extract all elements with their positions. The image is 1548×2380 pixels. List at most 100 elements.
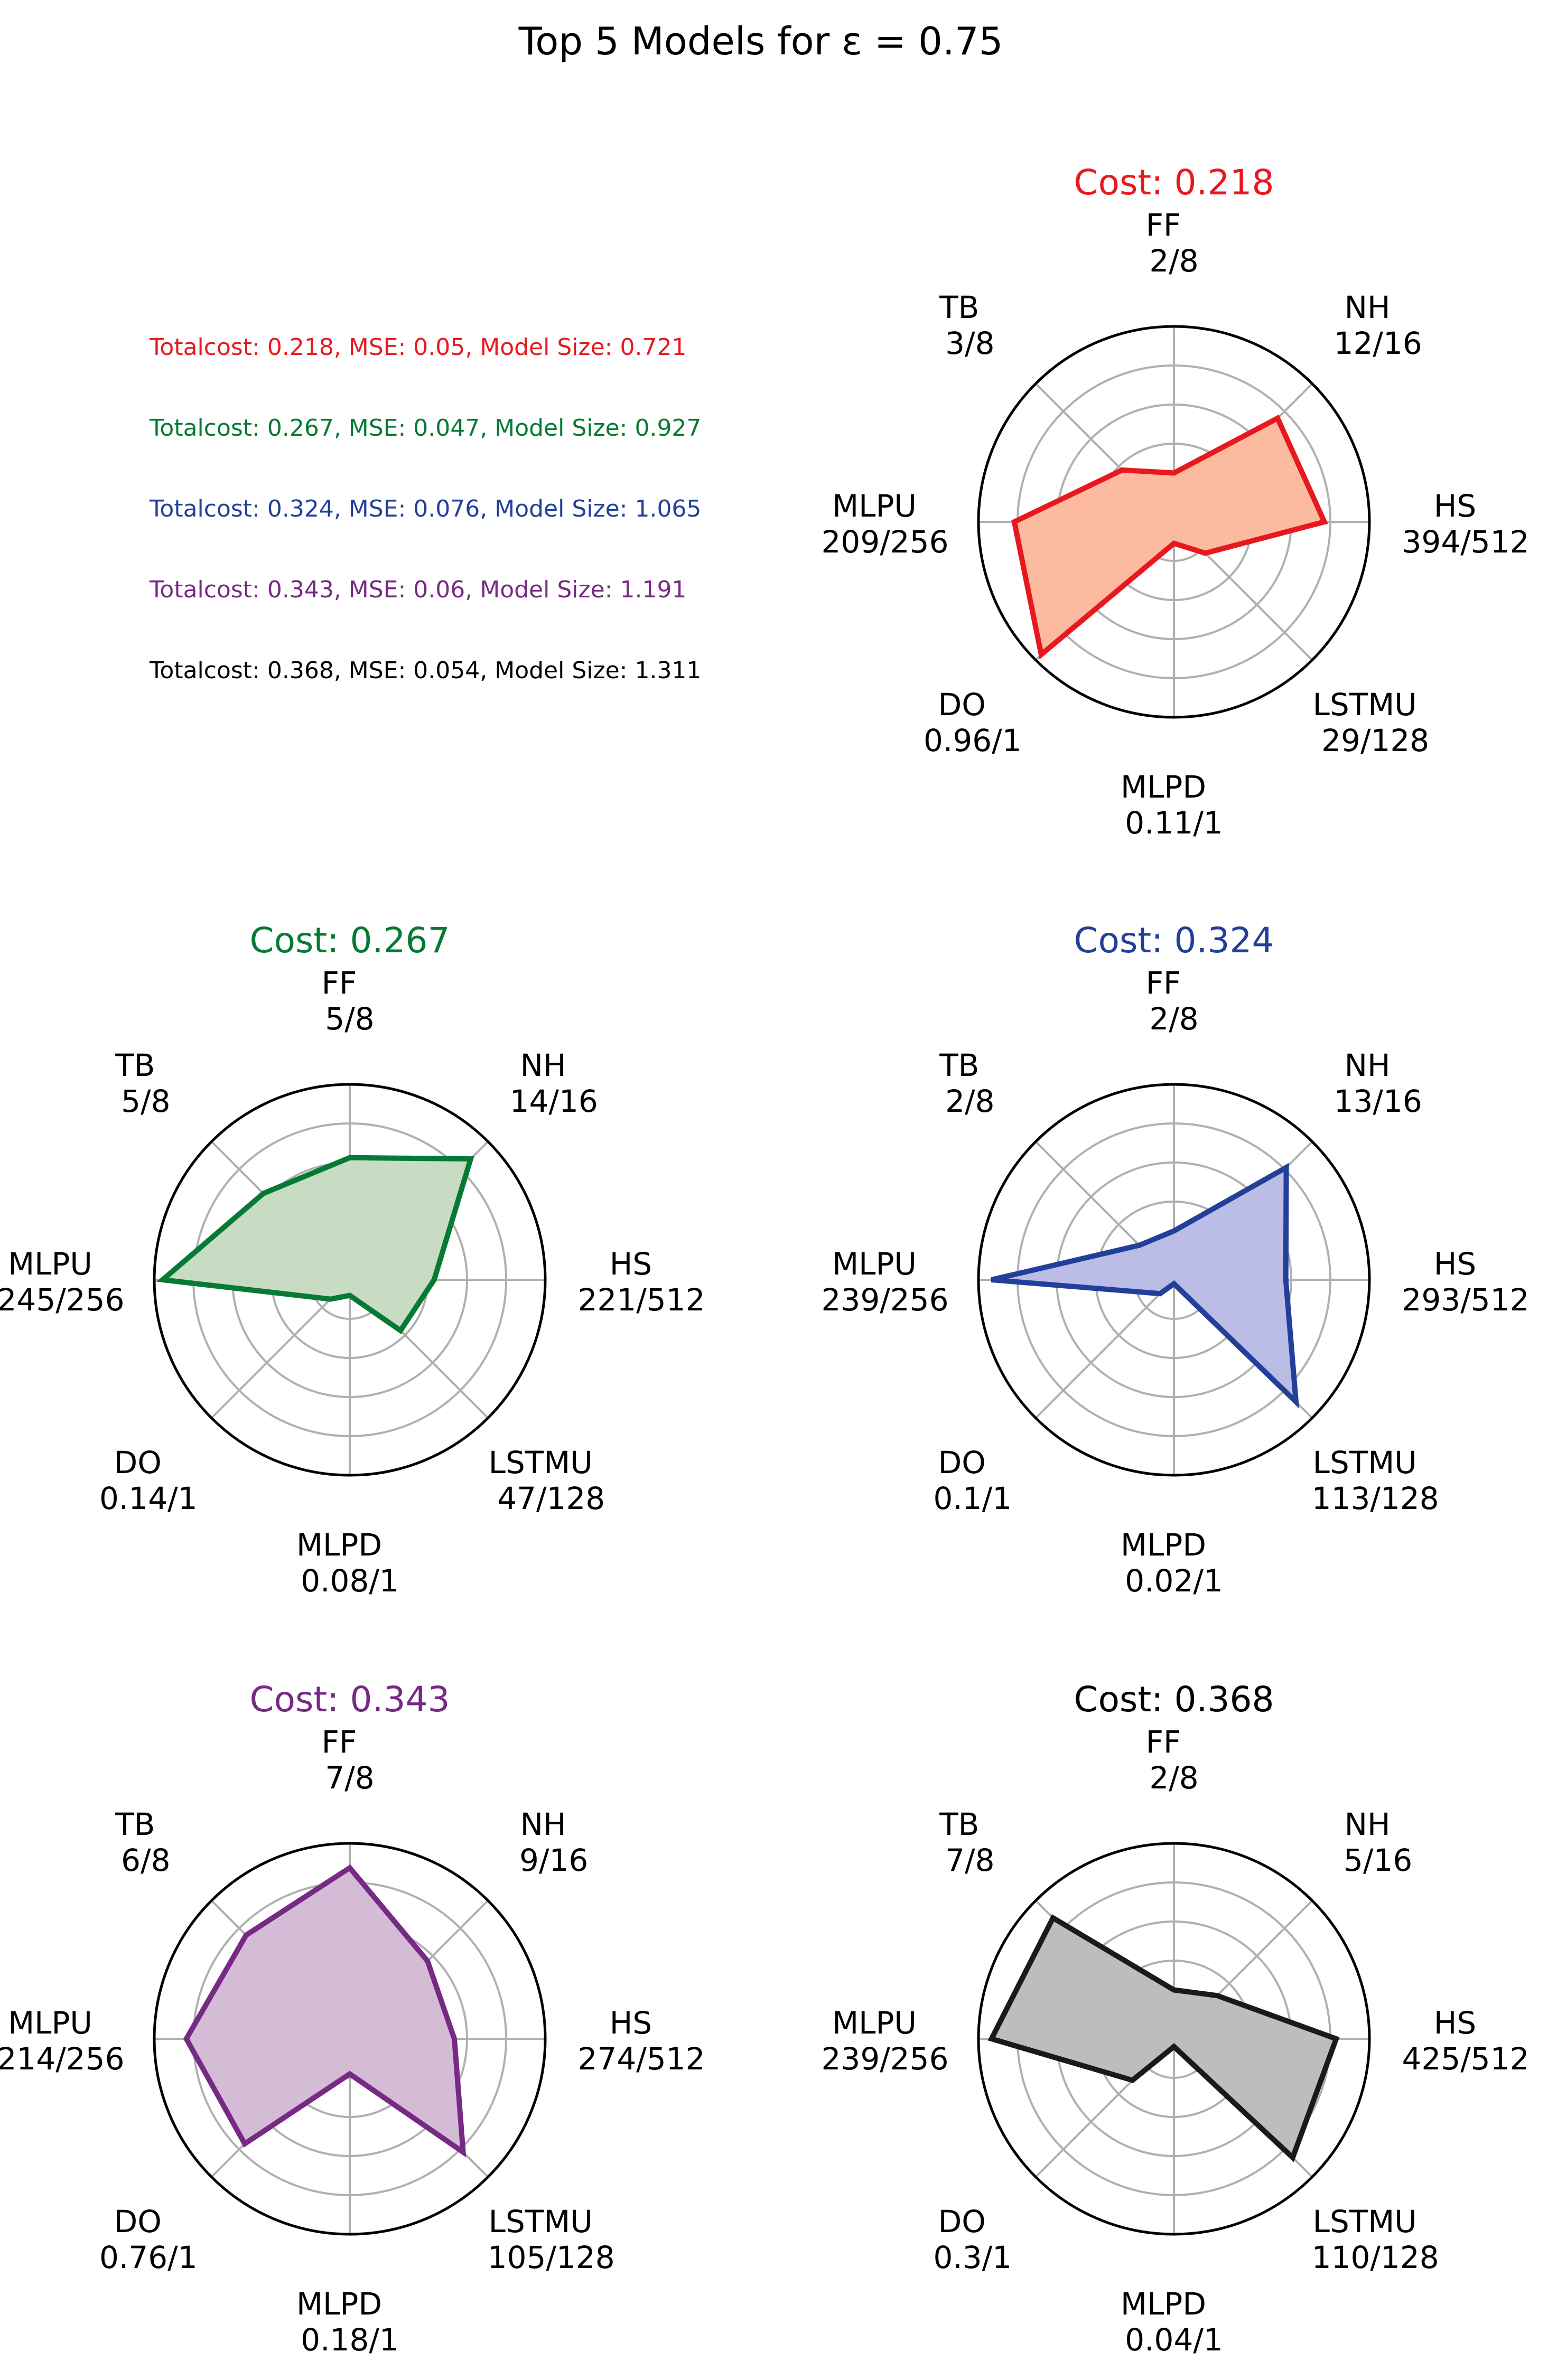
axis-name-label: TB xyxy=(939,1047,979,1083)
axis-value-label: 0.76/1 xyxy=(99,2240,198,2275)
axis-value-label: 0.14/1 xyxy=(99,1481,198,1516)
axis-value-label: 245/256 xyxy=(0,1282,124,1318)
axis-value-label: 239/256 xyxy=(822,1282,949,1318)
axis-name-label: NH xyxy=(1345,1806,1391,1842)
axis-value-label: 5/8 xyxy=(121,1083,170,1119)
axis-value-label: 12/16 xyxy=(1334,325,1422,361)
legend-entry: Totalcost: 0.218, MSE: 0.05, Model Size:… xyxy=(149,334,686,361)
axis-value-label: 13/16 xyxy=(1334,1083,1422,1119)
data-series-polygon xyxy=(1011,414,1328,660)
outer-frame xyxy=(977,1842,1371,2236)
axis-value-label: 239/256 xyxy=(822,2041,949,2077)
axis-value-label: 29/128 xyxy=(1321,723,1429,758)
axis-value-label: 293/512 xyxy=(1402,1282,1530,1318)
axis-value-label: 214/256 xyxy=(0,2041,124,2077)
axis-name-label: FF xyxy=(1146,1724,1181,1760)
figure-title: Top 5 Models for ε = 0.75 xyxy=(518,19,1003,63)
axis-value-label: 110/128 xyxy=(1312,2240,1439,2275)
axis-name-label: DO xyxy=(938,687,986,723)
axis-value-label: 5/16 xyxy=(1344,1842,1412,1878)
axis-name-label: HS xyxy=(610,2005,652,2041)
axis-name-label: DO xyxy=(114,1445,162,1481)
axis-name-label: FF xyxy=(1146,965,1181,1001)
axis-name-label: LSTMU xyxy=(1313,1445,1417,1481)
data-series-polygon xyxy=(183,1864,467,2158)
axis-name-label: DO xyxy=(938,1445,986,1481)
chart-title: Cost: 0.343 xyxy=(250,1679,450,1720)
legend: Totalcost: 0.218, MSE: 0.05, Model Size:… xyxy=(149,334,701,684)
axis-value-label: 7/8 xyxy=(945,1842,994,1878)
axis-value-label: 0.11/1 xyxy=(1125,805,1223,841)
axis-value-label: 425/512 xyxy=(1402,2041,1530,2077)
data-series-polygon xyxy=(991,1163,1300,1409)
radar-charts: Cost: 0.218FF2/8NH12/16HS394/512LSTMU29/… xyxy=(0,162,1529,2358)
axis-name-label: HS xyxy=(1434,1246,1476,1282)
legend-entry: Totalcost: 0.368, MSE: 0.054, Model Size… xyxy=(149,657,701,684)
axis-name-label: NH xyxy=(520,1806,566,1842)
axis-value-label: 0.02/1 xyxy=(1125,1563,1223,1599)
axis-value-label: 0.18/1 xyxy=(301,2322,399,2358)
outer-frame xyxy=(977,1083,1371,1477)
axis-name-label: TB xyxy=(939,289,979,325)
axis-value-label: 5/8 xyxy=(325,1001,374,1037)
outer-frame xyxy=(153,1083,547,1477)
axis-name-label: MLPU xyxy=(832,1246,917,1282)
axis-name-label: MLPU xyxy=(832,488,917,524)
radar-chart: Cost: 0.324FF2/8NH13/16HS293/512LSTMU113… xyxy=(822,920,1530,1599)
axis-name-label: TB xyxy=(115,1806,155,1842)
axis-name-label: MLPD xyxy=(1121,769,1206,805)
axis-value-label: 0.96/1 xyxy=(924,723,1022,758)
outer-frame xyxy=(977,325,1371,719)
chart-title: Cost: 0.324 xyxy=(1074,920,1274,961)
axis-name-label: HS xyxy=(1434,488,1476,524)
axis-name-label: LSTMU xyxy=(1313,2204,1417,2240)
axis-name-label: MLPD xyxy=(296,2286,382,2322)
axis-value-label: 209/256 xyxy=(822,524,949,560)
axis-value-label: 14/16 xyxy=(510,1083,598,1119)
axis-value-label: 9/16 xyxy=(519,1842,588,1878)
axis-value-label: 394/512 xyxy=(1402,524,1530,560)
axis-name-label: MLPU xyxy=(8,2005,92,2041)
chart-title: Cost: 0.267 xyxy=(250,920,450,961)
data-series-polygon xyxy=(156,1155,474,1335)
axis-value-label: 2/8 xyxy=(1149,1760,1198,1796)
axis-value-label: 0.04/1 xyxy=(1125,2322,1223,2358)
axis-name-label: TB xyxy=(115,1047,155,1083)
axis-name-label: DO xyxy=(114,2204,162,2240)
axis-value-label: 105/128 xyxy=(488,2240,615,2275)
axis-value-label: 0.3/1 xyxy=(933,2240,1012,2275)
outer-frame xyxy=(153,1842,547,2236)
axis-value-label: 113/128 xyxy=(1312,1481,1439,1516)
axis-name-label: MLPU xyxy=(832,2005,917,2041)
axis-name-label: DO xyxy=(938,2204,986,2240)
axis-name-label: FF xyxy=(322,965,357,1001)
chart-title: Cost: 0.218 xyxy=(1074,162,1274,203)
axis-name-label: NH xyxy=(1345,1047,1391,1083)
axis-value-label: 2/8 xyxy=(1149,243,1198,279)
axis-value-label: 2/8 xyxy=(1149,1001,1198,1037)
axis-name-label: MLPD xyxy=(1121,1527,1206,1563)
axis-name-label: NH xyxy=(1345,289,1391,325)
axis-name-label: HS xyxy=(1434,2005,1476,2041)
axis-name-label: MLPU xyxy=(8,1246,92,1282)
axis-value-label: 7/8 xyxy=(325,1760,374,1796)
axis-value-label: 2/8 xyxy=(945,1083,994,1119)
chart-title: Cost: 0.368 xyxy=(1074,1679,1274,1720)
axis-value-label: 3/8 xyxy=(945,325,994,361)
axis-name-label: LSTMU xyxy=(489,1445,593,1481)
data-series-polygon xyxy=(987,1914,1340,2162)
axis-value-label: 0.1/1 xyxy=(933,1481,1012,1516)
grid-spoke xyxy=(1034,1279,1175,1419)
legend-entry: Totalcost: 0.343, MSE: 0.06, Model Size:… xyxy=(149,576,686,603)
axis-name-label: MLPD xyxy=(1121,2286,1206,2322)
axis-name-label: HS xyxy=(610,1246,652,1282)
grid-spoke xyxy=(210,1279,351,1419)
axis-value-label: 274/512 xyxy=(578,2041,705,2077)
axis-name-label: LSTMU xyxy=(489,2204,593,2240)
axis-value-label: 47/128 xyxy=(497,1481,605,1516)
axis-name-label: FF xyxy=(1146,207,1181,243)
axis-name-label: FF xyxy=(322,1724,357,1760)
